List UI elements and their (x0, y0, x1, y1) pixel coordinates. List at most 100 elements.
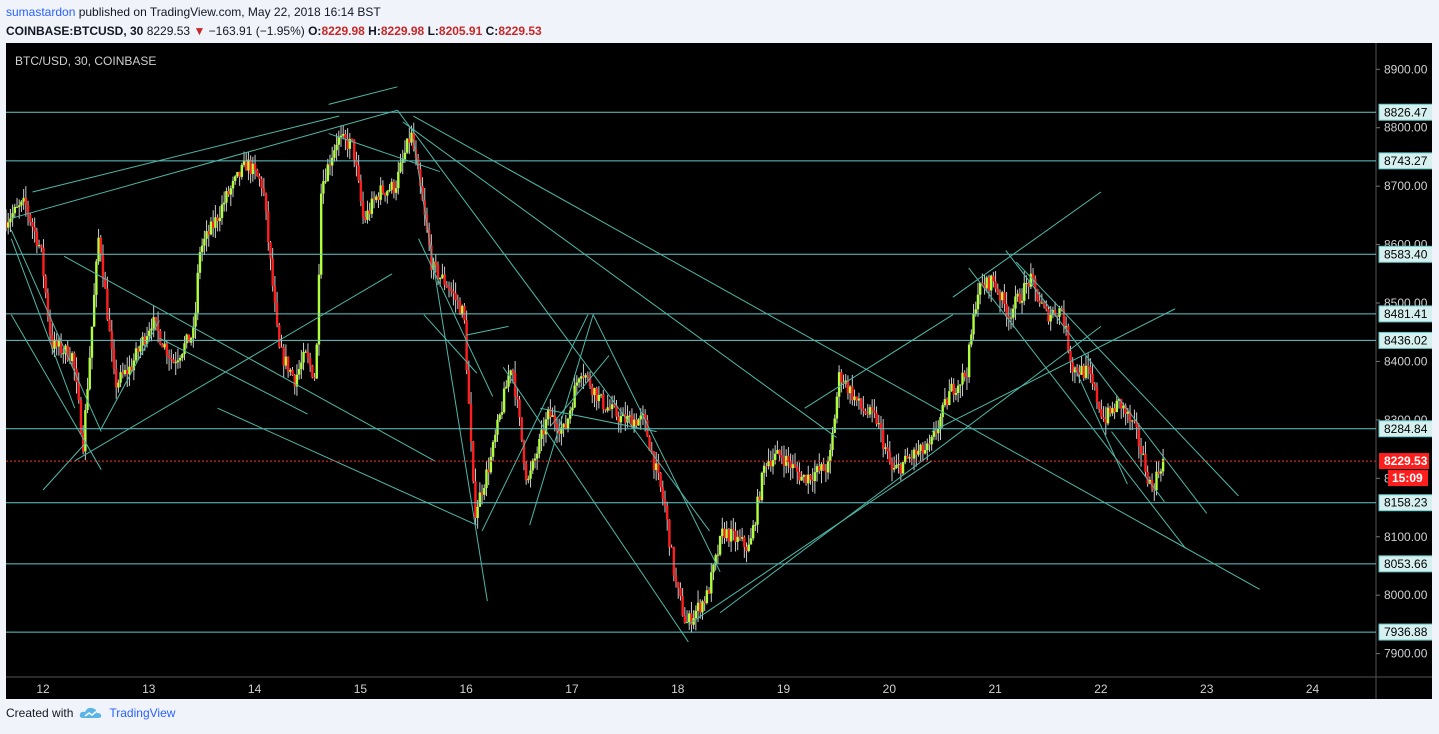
last-price-value: 8229.53 (146, 24, 191, 38)
candle-body (480, 492, 484, 495)
countdown-label: 15:09 (1392, 471, 1423, 485)
trend-line (540, 407, 657, 433)
candle-body (379, 185, 382, 200)
candle-body (73, 353, 76, 369)
candle-body (972, 313, 975, 335)
candle-body (450, 289, 453, 292)
candle-body (97, 237, 100, 262)
candle-body (251, 163, 255, 175)
candle-body (502, 388, 506, 413)
candle-body (776, 450, 779, 454)
candle-body (670, 547, 673, 549)
candle-body (88, 357, 91, 390)
candle-body (987, 277, 991, 291)
candle-body (339, 135, 343, 138)
candle-body (714, 555, 717, 565)
candle-body (108, 319, 111, 332)
candle-body (906, 455, 909, 459)
countdown-badge (1388, 470, 1428, 487)
candle-body (130, 366, 133, 371)
candle-body (749, 538, 753, 545)
level-badge (1378, 331, 1432, 349)
candle-body (818, 466, 821, 471)
tradingview-cloud-icon (80, 707, 102, 718)
candle-body (522, 440, 526, 464)
chart-frame[interactable]: BTC/USD, 30, COINBASE 7900.00 8000.00 8100.… (6, 43, 1432, 699)
trend-line (10, 314, 102, 470)
trend-line (11, 109, 398, 219)
candle-body (370, 198, 374, 214)
candle-body (139, 345, 142, 352)
candle-body (405, 138, 409, 153)
y-tick-label: 7900.00 (1384, 647, 1428, 661)
candle-body (1153, 488, 1156, 491)
candle-body (765, 465, 768, 467)
candle-body (798, 471, 801, 481)
trend-line (328, 133, 440, 173)
candle-body (923, 450, 927, 454)
candle-body (126, 369, 129, 375)
candle-body (672, 547, 676, 576)
candle-body (304, 351, 307, 353)
candle-body (381, 185, 385, 194)
candle-body (789, 462, 792, 469)
candle-body (1009, 317, 1013, 319)
candle-body (137, 348, 140, 352)
candle-body (716, 554, 720, 556)
candle-body (584, 375, 587, 378)
candle-body (421, 185, 424, 201)
candle-body (877, 423, 880, 425)
level-badge (1378, 245, 1432, 263)
candle-body (472, 441, 475, 482)
x-tick-label: 13 (142, 682, 156, 696)
candle-body (899, 464, 903, 474)
candle-body (1133, 420, 1136, 422)
candle-body (619, 416, 623, 423)
candle-body (751, 525, 755, 539)
candle-body (207, 231, 210, 235)
candle-body (1117, 398, 1121, 401)
trend-line (10, 229, 102, 432)
candle-body (236, 171, 239, 177)
candle-body (22, 197, 25, 202)
candle-body (203, 238, 206, 246)
candle-body (322, 181, 325, 194)
chart-background (6, 43, 1432, 699)
candle-body (295, 374, 299, 387)
trendlines-group (10, 86, 1260, 643)
candle-body (837, 372, 841, 397)
candle-body (546, 409, 550, 420)
candle-body (95, 261, 98, 295)
candle-body (1126, 411, 1130, 414)
y-tick-label: 8100.00 (1384, 530, 1428, 544)
candle-body (1062, 310, 1066, 327)
author-link[interactable]: sumastardon (6, 5, 76, 19)
price-chart[interactable]: BTC/USD, 30, COINBASE 7900.00 8000.00 8100.… (6, 43, 1432, 699)
candle-body (99, 237, 102, 255)
candle-body (937, 428, 940, 434)
candle-body (705, 590, 709, 604)
candle-body (346, 139, 349, 149)
candle-body (15, 206, 19, 208)
candle-body (1025, 283, 1028, 285)
candle-body (610, 404, 614, 410)
trend-line (423, 314, 478, 374)
candle-body (588, 376, 592, 387)
candle-body (355, 159, 358, 166)
candle-body (652, 451, 656, 470)
open-label: O: (308, 24, 322, 38)
candle-body (430, 245, 433, 270)
candle-body (225, 191, 228, 203)
tradingview-link[interactable]: TradingView (109, 706, 176, 720)
candle-body (829, 450, 832, 462)
candle-body (597, 394, 601, 402)
level-badge (1378, 152, 1432, 170)
candle-body (804, 475, 808, 484)
trend-line (32, 115, 340, 193)
candle-body (194, 312, 197, 327)
candle-body (778, 450, 781, 456)
candle-body (483, 487, 486, 495)
candle-body (807, 474, 810, 484)
candle-body (79, 400, 83, 434)
candle-body (330, 157, 334, 166)
